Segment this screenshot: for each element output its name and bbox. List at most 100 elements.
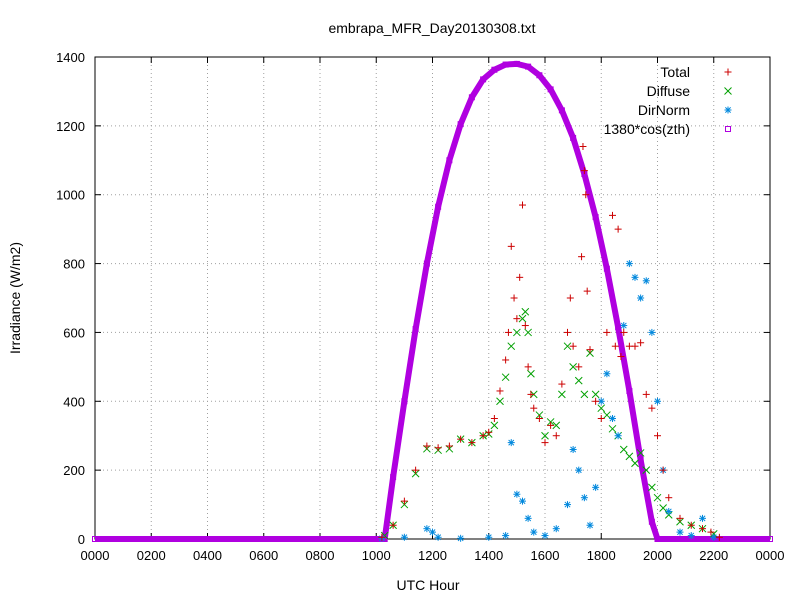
data-point [423,442,431,450]
data-point [552,432,560,440]
data-point [626,387,633,394]
data-point [535,415,543,422]
data-point [510,294,518,302]
data-point [608,424,617,433]
data-point [738,536,745,542]
data-point [490,421,499,430]
axis-ticks: 0000 0200 0400 0600 0800 1000 1200 1400 1600 1800… [56,50,784,563]
data-point [496,387,504,395]
data-point [563,342,572,351]
data-point [457,534,465,542]
data-point [603,370,611,378]
data-point [507,242,515,250]
data-point [603,265,610,272]
x-tick-label: 1000 [362,548,391,563]
y-tick-label: 400 [63,394,85,409]
data-point [569,342,577,350]
x-tick-label: 1800 [587,548,616,563]
data-point [378,533,386,541]
data-point [502,532,510,540]
data-point [665,507,673,515]
data-point [524,328,532,337]
data-point [479,432,487,440]
data-point [519,497,526,505]
data-point [530,404,538,412]
legend-label: DirNorm [638,102,690,118]
data-point [480,76,487,83]
x-tick-label: 1200 [418,548,447,563]
data-point [547,421,555,429]
x-tick-label: 2000 [643,548,672,563]
legend-marker [724,87,732,95]
data-point [648,404,656,412]
data-point [654,432,661,440]
data-point [176,536,183,542]
data-point [232,536,239,542]
x-tick-label: 0400 [193,548,222,563]
x-tick-label: 0200 [137,548,166,563]
data-point [457,121,464,128]
data-point [390,474,397,481]
data-point [592,214,599,221]
data-point [502,61,509,68]
data-point [603,411,611,419]
series-2 [378,260,718,542]
x-tick-label: 0600 [249,548,278,563]
data-point [541,532,549,540]
legend-marker [724,68,732,76]
data-point [575,363,583,371]
data-point [521,322,529,330]
data-point [699,514,706,522]
data-point [527,390,535,398]
data-point [552,421,561,430]
data-point [524,363,532,371]
data-point [591,390,600,399]
data-point [654,397,661,405]
legend-label: Total [660,64,690,80]
data-point [429,528,436,536]
data-point [564,328,571,336]
data-point [521,307,530,316]
data-point [597,397,605,405]
series-0 [378,143,723,541]
data-point [566,294,574,302]
legend-label: 1380*cos(zth) [604,121,690,137]
data-point [468,94,475,101]
data-point [642,466,651,474]
data-point [400,497,408,505]
data-point [707,528,715,536]
data-point [609,211,616,219]
x-tick-label: 2200 [699,548,728,563]
data-point [676,514,684,522]
x-tick-label: 0800 [306,548,335,563]
data-point [631,459,639,468]
data-point [654,536,661,542]
data-point [552,525,560,533]
data-point [457,435,465,443]
data-point [423,260,430,267]
data-point [578,253,586,261]
chart-title: embrapa_MFR_Day20130308.txt [328,20,535,36]
y-tick-label: 800 [63,257,85,272]
data-point [345,536,352,542]
data-point [625,452,634,461]
data-point [434,533,442,541]
data-point [468,439,476,447]
data-point [558,107,565,114]
data-point [619,445,628,454]
data-point [580,167,588,175]
data-point [575,466,583,474]
data-point [676,528,684,536]
data-point [617,353,625,361]
data-point [435,203,442,210]
y-tick-label: 1000 [56,188,85,203]
data-point [516,273,524,281]
data-point [614,225,622,233]
data-point [569,445,577,453]
data-point [580,390,589,399]
data-point [659,504,667,512]
data-point [699,525,706,533]
data-point [513,328,521,337]
data-point [687,521,695,529]
data-point [620,322,628,330]
